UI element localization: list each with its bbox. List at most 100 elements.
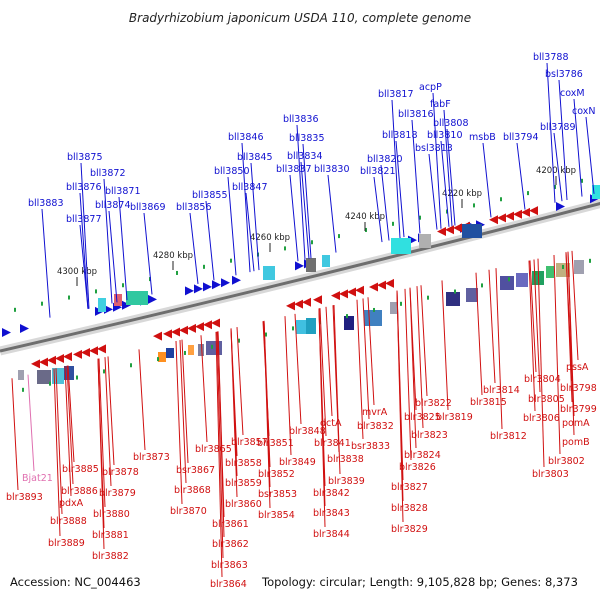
gene-label-bll3788[interactable]: bll3788 [533, 52, 569, 63]
gene-label-bll3845[interactable]: bll3845 [237, 152, 273, 163]
gene-label-blr3849[interactable]: blr3849 [279, 457, 316, 468]
gene-label-blr3827[interactable]: blr3827 [391, 482, 428, 493]
gene-label-bll3818[interactable]: bll3818 [382, 130, 418, 141]
gene-label-blr3822[interactable]: blr3822 [415, 398, 452, 409]
gene-label-blr3802[interactable]: blr3802 [548, 456, 585, 467]
gene-label-blr3842[interactable]: blr3842 [313, 488, 350, 499]
gene-label-pomA[interactable]: pomA [562, 418, 590, 429]
gene-label-bll3810[interactable]: bll3810 [427, 130, 463, 141]
gene-label-bll3855[interactable]: bll3855 [192, 190, 228, 201]
gene-label-blr3882[interactable]: blr3882 [92, 551, 129, 562]
gene-label-bll3869[interactable]: bll3869 [130, 202, 166, 213]
gene-label-blr3852[interactable]: blr3852 [258, 469, 295, 480]
gene-label-bll3817[interactable]: bll3817 [378, 89, 414, 100]
gene-label-blr3824[interactable]: blr3824 [404, 450, 441, 461]
gene-label-blr3854[interactable]: blr3854 [258, 510, 295, 521]
gene-label-bll3835[interactable]: bll3835 [289, 133, 325, 144]
gene-label-blr3825[interactable]: blr3825 [404, 412, 441, 423]
gene-label-blr3798[interactable]: blr3798 [560, 383, 597, 394]
gene-label-bll3874[interactable]: bll3874 [95, 200, 131, 211]
gene-label-bll3876[interactable]: bll3876 [66, 182, 102, 193]
gene-label-blr3844[interactable]: blr3844 [313, 529, 350, 540]
gene-label-blr3819[interactable]: blr3819 [436, 412, 473, 423]
gene-label-blr3839[interactable]: blr3839 [328, 476, 365, 487]
gene-label-blr3829[interactable]: blr3829 [391, 524, 428, 535]
gene-label-blr3868[interactable]: blr3868 [174, 485, 211, 496]
gene-label-coxM[interactable]: coxM [560, 88, 585, 99]
gene-label-dctA[interactable]: dctA [320, 418, 342, 429]
gene-label-blr3815[interactable]: blr3815 [470, 397, 507, 408]
gene-label-bll3871[interactable]: bll3871 [105, 186, 141, 197]
gene-label-bll3875[interactable]: bll3875 [67, 152, 103, 163]
gene-label-blr3857[interactable]: blr3857 [231, 437, 268, 448]
gene-label-blr3878[interactable]: blr3878 [102, 467, 139, 478]
gene-label-pomB[interactable]: pomB [562, 437, 590, 448]
gene-label-blr3885[interactable]: blr3885 [62, 464, 99, 475]
gene-label-bsr3833[interactable]: bsr3833 [351, 441, 390, 452]
gene-label-blr3860[interactable]: blr3860 [225, 499, 262, 510]
leader-line [443, 109, 453, 227]
gene-label-blr3805[interactable]: blr3805 [528, 394, 565, 405]
gene-label-blr3893[interactable]: blr3893 [6, 492, 43, 503]
gene-label-bll3872[interactable]: bll3872 [90, 168, 126, 179]
gene-label-acpP[interactable]: acpP [419, 82, 442, 93]
gene-label-bll3850[interactable]: bll3850 [214, 166, 250, 177]
gene-label-blr3864[interactable]: blr3864 [210, 579, 247, 590]
gene-label-blr3870[interactable]: blr3870 [170, 506, 207, 517]
gene-label-bll3816[interactable]: bll3816 [398, 109, 434, 120]
gene-label-blr3832[interactable]: blr3832 [357, 421, 394, 432]
gene-label-blr3859[interactable]: blr3859 [225, 478, 262, 489]
gene-label-mvrA[interactable]: mvrA [362, 407, 388, 418]
gene-label-fabF[interactable]: fabF [430, 99, 451, 110]
gene-label-bll3820[interactable]: bll3820 [367, 154, 403, 165]
gene-label-blr3865[interactable]: blr3865 [195, 444, 232, 455]
gene-label-bll3808[interactable]: bll3808 [433, 118, 469, 129]
gene-label-bsr3853[interactable]: bsr3853 [258, 489, 297, 500]
gene-label-blr3881[interactable]: blr3881 [92, 530, 129, 541]
gene-label-blr3880[interactable]: blr3880 [93, 509, 130, 520]
gene-label-blr3848[interactable]: blr3848 [289, 426, 326, 437]
gene-label-blr3886[interactable]: blr3886 [61, 486, 98, 497]
gene-label-blr3851[interactable]: blr3851 [257, 438, 294, 449]
gene-label-bsl3786[interactable]: bsl3786 [545, 69, 583, 80]
gene-label-blr3862[interactable]: blr3862 [212, 539, 249, 550]
gene-label-blr3889[interactable]: blr3889 [48, 538, 85, 549]
gene-label-blr3843[interactable]: blr3843 [313, 508, 350, 519]
gene-label-bll3856[interactable]: bll3856 [176, 202, 212, 213]
gene-label-blr3838[interactable]: blr3838 [327, 454, 364, 465]
gene-label-blr3879[interactable]: blr3879 [99, 488, 136, 499]
gene-label-blr3804[interactable]: blr3804 [524, 374, 561, 385]
gene-label-blr3812[interactable]: blr3812 [490, 431, 527, 442]
gene-label-blr3861[interactable]: blr3861 [212, 519, 249, 530]
gene-label-pssA[interactable]: pssA [566, 362, 589, 373]
gene-label-bll3794[interactable]: bll3794 [503, 132, 539, 143]
gene-label-blr3799[interactable]: blr3799 [560, 404, 597, 415]
gene-label-bsl3813[interactable]: bsl3813 [415, 143, 453, 154]
gene-label-blr3826[interactable]: blr3826 [399, 462, 436, 473]
gene-label-blr3888[interactable]: blr3888 [50, 516, 87, 527]
gene-label-pdxA[interactable]: pdxA [59, 498, 84, 509]
gene-label-bll3847[interactable]: bll3847 [232, 182, 268, 193]
gene-label-msbB[interactable]: msbB [469, 132, 496, 143]
gene-label-bll3883[interactable]: bll3883 [28, 198, 64, 209]
gene-label-bll3830[interactable]: bll3830 [314, 164, 350, 175]
gene-label-bll3834[interactable]: bll3834 [287, 151, 323, 162]
gene-label-blr3828[interactable]: blr3828 [391, 503, 428, 514]
gene-label-bll3877[interactable]: bll3877 [66, 214, 102, 225]
gene-label-blr3863[interactable]: blr3863 [211, 560, 248, 571]
gene-label-blr3858[interactable]: blr3858 [225, 458, 262, 469]
gene-label-blr3841[interactable]: blr3841 [314, 438, 351, 449]
gene-label-blr3873[interactable]: blr3873 [133, 452, 170, 463]
gene-label-bll3821[interactable]: bll3821 [360, 166, 396, 177]
gene-label-Bjat21[interactable]: Bjat21 [22, 473, 53, 484]
gene-label-blr3806[interactable]: blr3806 [523, 413, 560, 424]
gene-label-bll3846[interactable]: bll3846 [228, 132, 264, 143]
gene-label-bsr3867[interactable]: bsr3867 [176, 465, 215, 476]
gene-label-bll3836[interactable]: bll3836 [283, 114, 319, 125]
gene-label-bll3837[interactable]: bll3837 [276, 164, 312, 175]
gene-label-coxN[interactable]: coxN [572, 106, 595, 117]
gene-label-bll3789[interactable]: bll3789 [540, 122, 576, 133]
gene-label-blr3814[interactable]: blr3814 [483, 385, 520, 396]
gene-label-blr3823[interactable]: blr3823 [411, 430, 448, 441]
gene-label-blr3803[interactable]: blr3803 [532, 469, 569, 480]
